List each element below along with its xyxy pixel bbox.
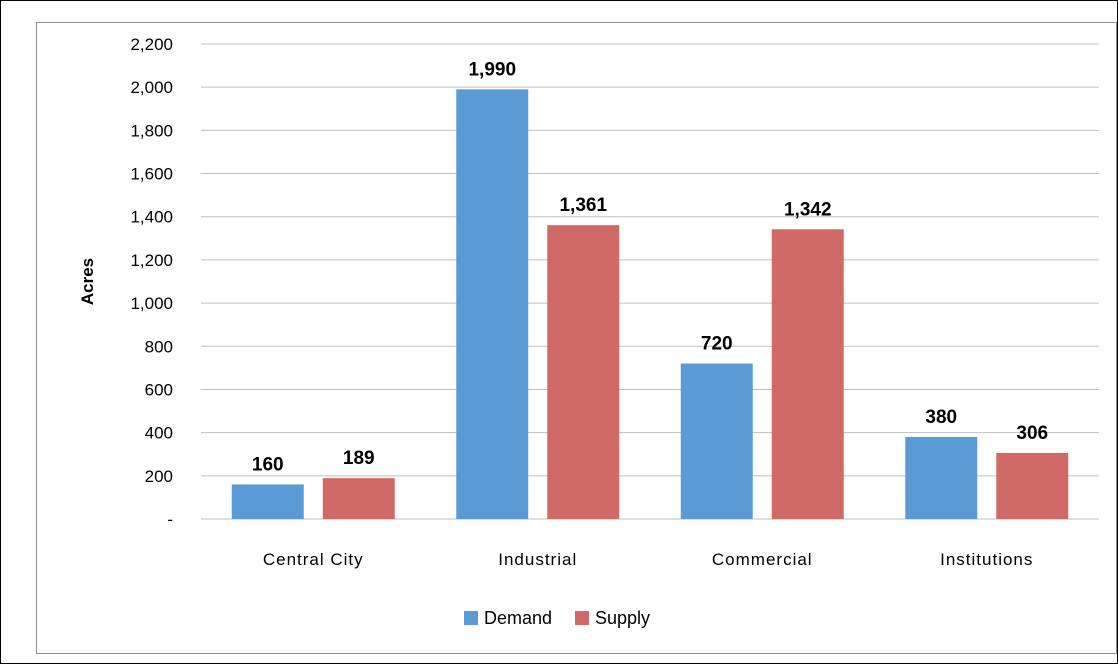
y-tick-label: 1,400 [130, 208, 173, 227]
y-tick-label: 200 [145, 467, 173, 486]
bar-supply [547, 225, 620, 520]
y-tick-label: 2,200 [130, 35, 173, 54]
data-label: 720 [701, 334, 733, 355]
y-tick-label: 1,600 [130, 165, 173, 184]
data-label: 1,361 [559, 195, 607, 216]
bar-demand [456, 89, 529, 519]
y-tick-label: 1,200 [130, 251, 173, 270]
bar-supply [771, 229, 844, 519]
data-label: 380 [925, 407, 957, 428]
bar-supply [322, 478, 395, 519]
data-label: 160 [252, 454, 284, 475]
data-label: 189 [343, 448, 375, 469]
y-tick-label: 600 [145, 380, 173, 399]
legend-swatch-demand [464, 611, 478, 625]
legend-swatch-supply [575, 611, 589, 625]
category-label: Central City [263, 550, 364, 569]
category-label: Industrial [498, 550, 577, 569]
bar-supply [996, 452, 1069, 519]
bar-demand [231, 484, 304, 519]
x-axis-categories: Central City Industrial Commercial Institut… [263, 550, 1033, 569]
y-tick-label: - [167, 510, 173, 529]
data-labels: 160 189 1,990 1,361 720 1,342 380 306 [252, 59, 1048, 475]
y-axis-ticks: - 200 400 600 800 1,000 1,200 1,400 1,600 1,800 2,… [130, 35, 173, 529]
bars [231, 89, 1069, 520]
category-label: Institutions [940, 550, 1033, 569]
legend: Demand Supply [464, 608, 650, 628]
category-label: Commercial [712, 550, 813, 569]
y-tick-label: 800 [145, 337, 173, 356]
bar-demand [905, 436, 978, 519]
legend-label: Supply [595, 608, 650, 628]
y-tick-label: 400 [145, 424, 173, 443]
data-label: 1,990 [468, 59, 516, 80]
y-axis-title: Acres [78, 258, 97, 305]
bar-demand [680, 363, 753, 519]
data-label: 1,342 [784, 199, 832, 220]
y-tick-label: 1,800 [130, 121, 173, 140]
legend-label: Demand [484, 608, 552, 628]
y-tick-label: 1,000 [130, 294, 173, 313]
chart-area-border [36, 22, 1117, 654]
data-label: 306 [1016, 423, 1048, 444]
y-tick-label: 2,000 [130, 78, 173, 97]
